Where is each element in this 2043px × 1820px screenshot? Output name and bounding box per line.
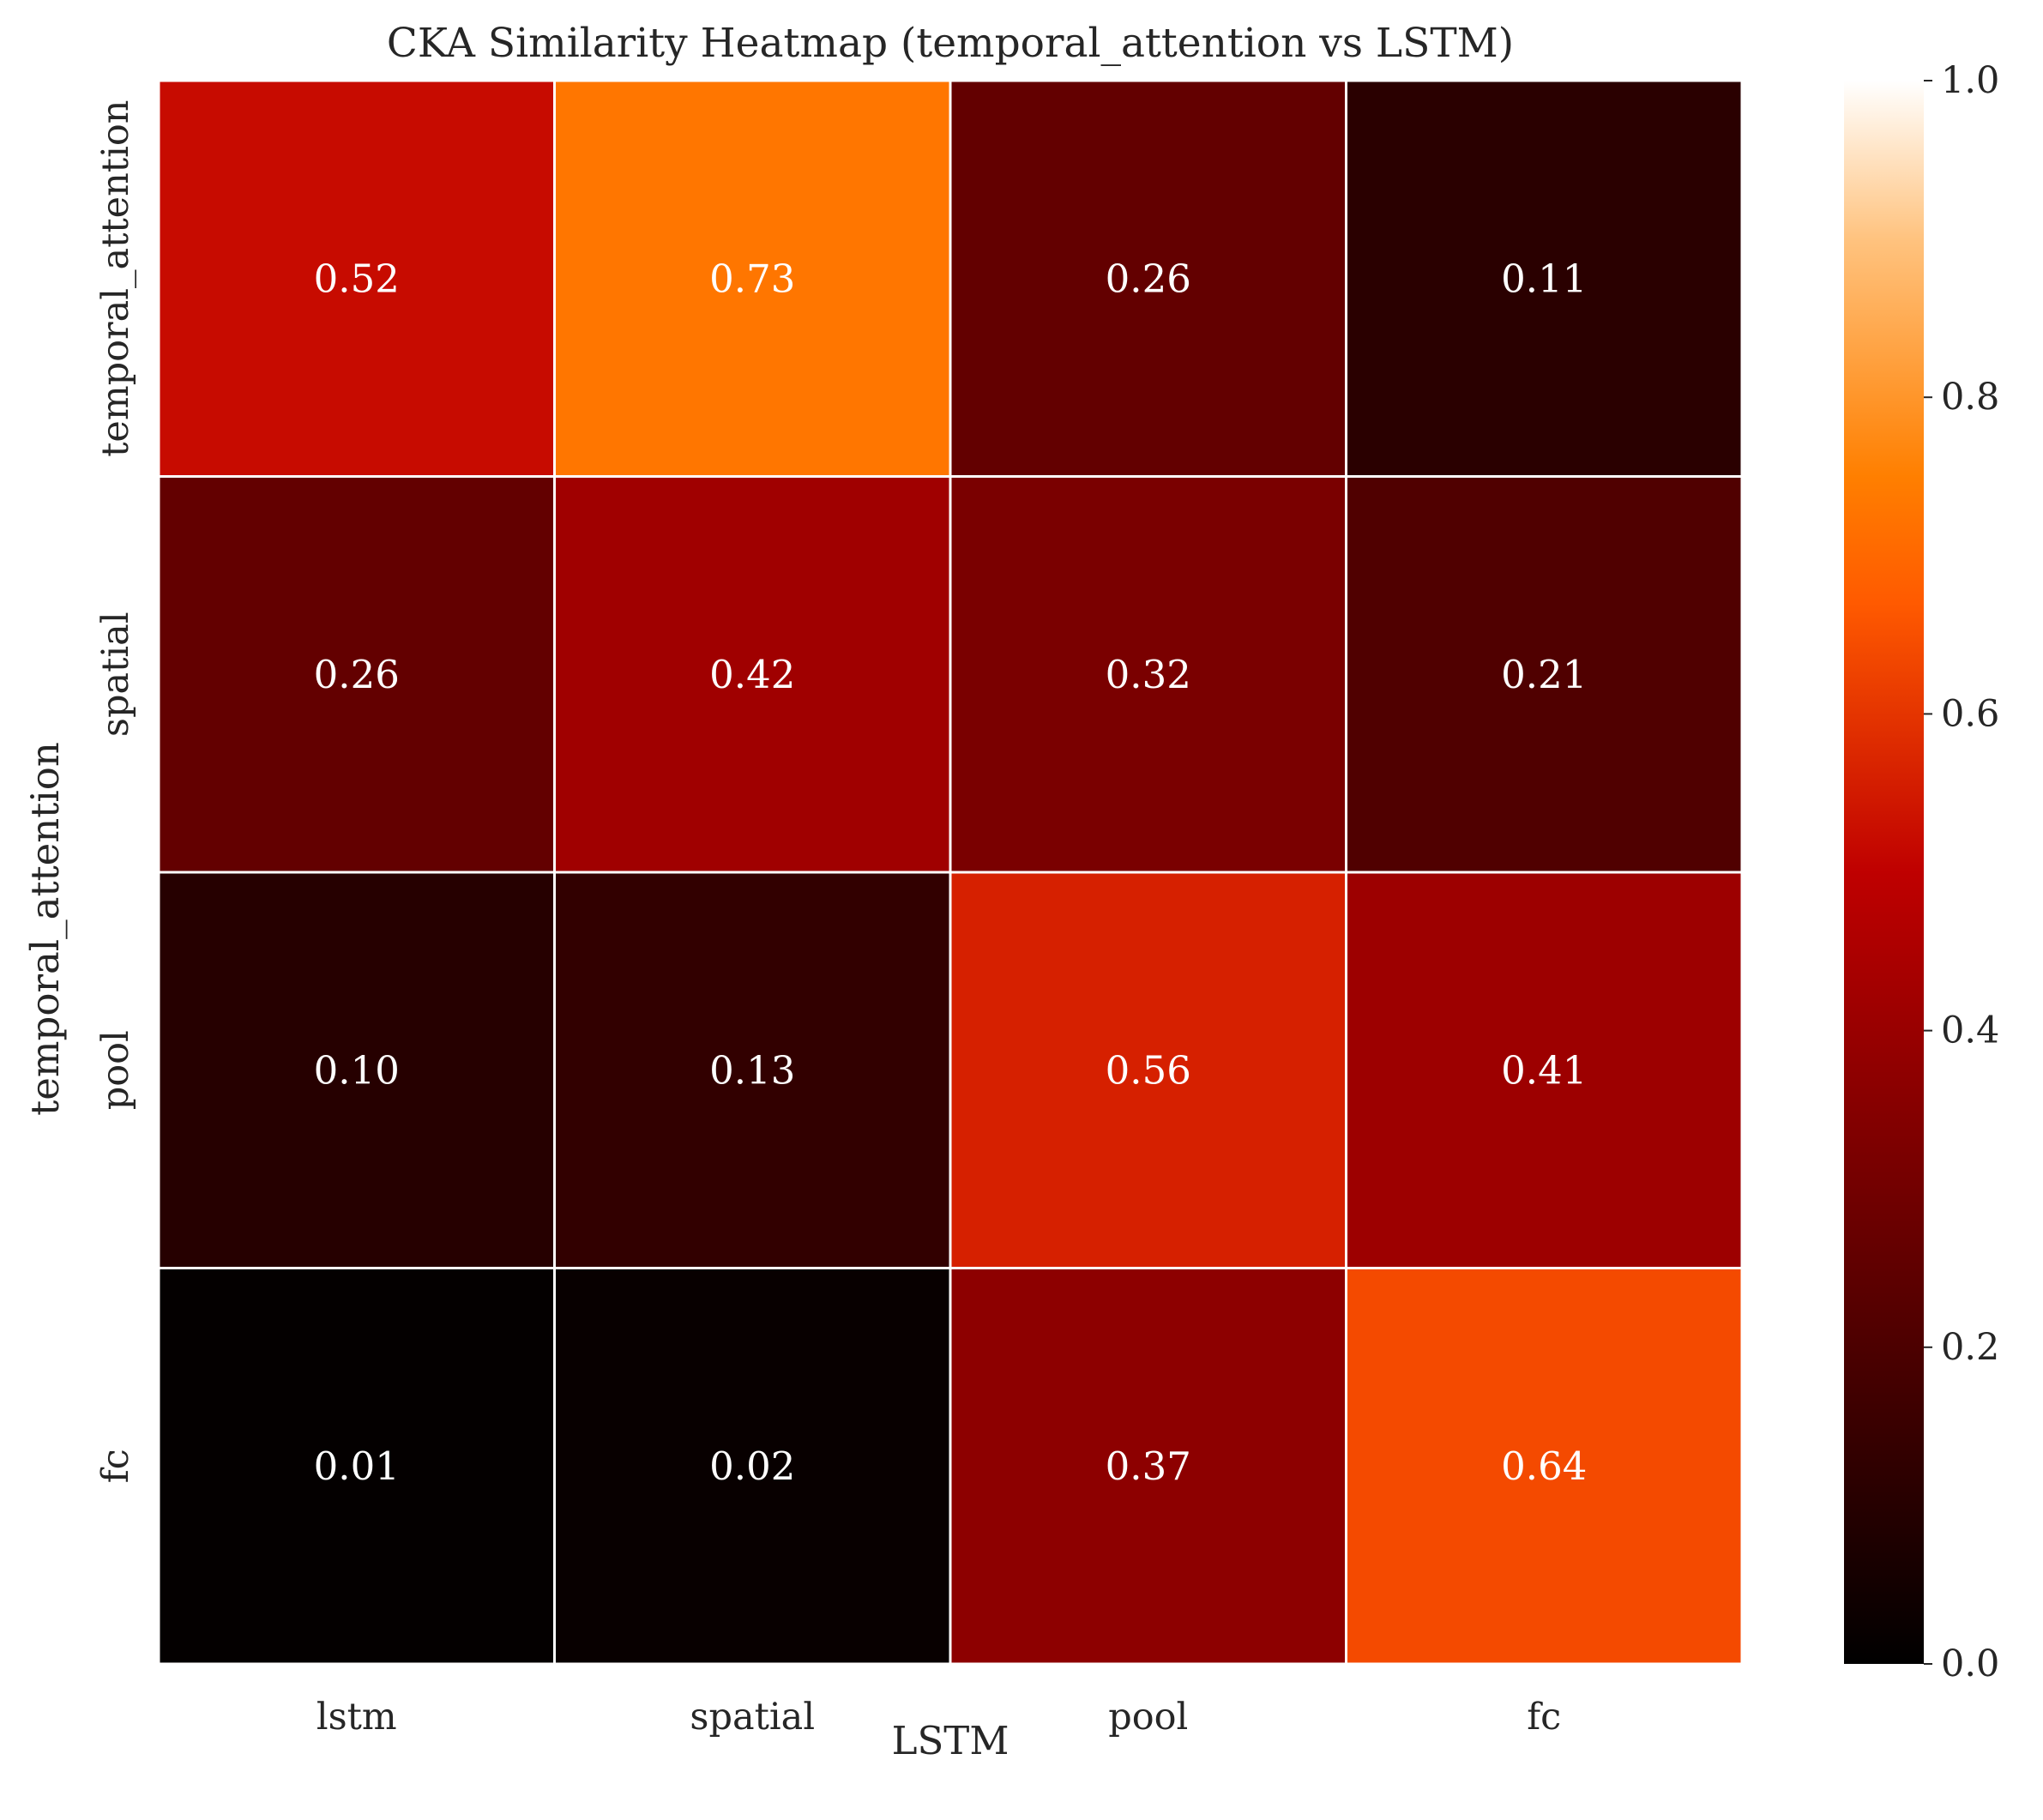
- colorbar-tick-labels: 0.0 0.2 0.4 0.6 0.8 1.0: [1924, 59, 1999, 1685]
- cell-value-label: 0.26: [314, 652, 400, 697]
- cell-value-label: 0.37: [1106, 1443, 1191, 1489]
- x-axis-tick-labels: lstm spatial pool fc: [316, 1696, 1561, 1739]
- cell-value-label: 0.13: [709, 1047, 795, 1093]
- cell-value-label: 0.32: [1106, 652, 1191, 697]
- colorbar-tick-label: 0.0: [1941, 1642, 1999, 1685]
- heatmap-cell: [1345, 79, 1744, 478]
- heatmap-cells: [157, 79, 1744, 1666]
- cell-value-label: 0.73: [709, 256, 795, 301]
- cell-value-label: 0.56: [1106, 1047, 1191, 1093]
- cell-value-label: 0.21: [1501, 652, 1587, 697]
- heatmap-cell: [553, 79, 952, 478]
- colorbar-tick-label: 0.2: [1941, 1326, 1999, 1369]
- colorbar-tick-label: 1.0: [1941, 59, 1999, 102]
- cell-value-label: 0.11: [1501, 256, 1587, 301]
- x-axis-label: LSTM: [892, 1718, 1009, 1763]
- heatmap-cell: [1345, 871, 1744, 1269]
- heatmap-cell: [949, 79, 1347, 478]
- heatmap-cell: [1345, 1267, 1744, 1666]
- y-axis-label: temporal_attention: [22, 742, 68, 1116]
- y-tick-label: pool: [94, 1030, 137, 1110]
- heatmap-cell: [157, 475, 556, 874]
- heatmap-cell: [553, 1267, 952, 1666]
- heatmap-cell: [553, 871, 952, 1269]
- y-tick-label: temporal_attention: [94, 100, 137, 457]
- colorbar-tick-label: 0.6: [1941, 692, 1999, 735]
- y-tick-label: spatial: [94, 612, 137, 737]
- cell-value-label: 0.64: [1501, 1443, 1587, 1489]
- cell-value-label: 0.02: [709, 1443, 795, 1489]
- chart-title: CKA Similarity Heatmap (temporal_attenti…: [387, 20, 1514, 67]
- colorbar: [1844, 81, 1924, 1664]
- cell-value-label: 0.10: [314, 1047, 400, 1093]
- x-tick-label: pool: [1108, 1696, 1188, 1739]
- heatmap-cell: [157, 1267, 556, 1666]
- y-tick-label: fc: [94, 1449, 137, 1483]
- x-tick-label: spatial: [690, 1696, 815, 1739]
- cell-value-label: 0.42: [709, 652, 795, 697]
- colorbar-tick-label: 0.8: [1941, 376, 1999, 419]
- heatmap-cell: [157, 79, 556, 478]
- heatmap-cell: [949, 475, 1347, 874]
- heatmap-cell-labels: 0.52 0.73 0.26 0.11 0.26 0.42 0.32 0.21 0.10 0.13…: [314, 256, 1588, 1489]
- cell-value-label: 0.52: [314, 256, 400, 301]
- colorbar-tick-label: 0.4: [1941, 1009, 1999, 1052]
- cell-value-label: 0.26: [1106, 256, 1191, 301]
- x-tick-label: fc: [1527, 1696, 1561, 1739]
- cell-value-label: 0.41: [1501, 1047, 1587, 1093]
- heatmap-cell: [553, 475, 952, 874]
- x-tick-label: lstm: [316, 1696, 397, 1739]
- heatmap-cell: [1345, 475, 1744, 874]
- heatmap-cell: [949, 1267, 1347, 1666]
- cell-value-label: 0.01: [314, 1443, 400, 1489]
